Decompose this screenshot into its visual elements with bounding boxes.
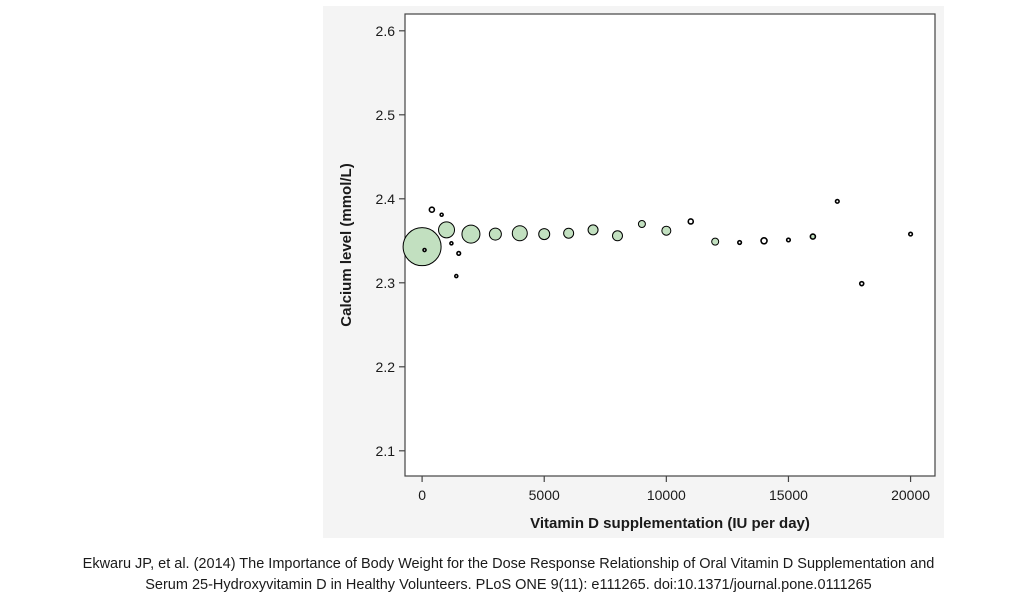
data-point bbox=[511, 225, 528, 242]
y-tick-label: 2.2 bbox=[376, 359, 396, 375]
x-tick-label: 10000 bbox=[647, 487, 686, 503]
data-points bbox=[402, 198, 914, 287]
data-point bbox=[461, 224, 481, 244]
data-point bbox=[661, 225, 672, 236]
data-point bbox=[907, 231, 914, 237]
data-point bbox=[711, 237, 720, 246]
data-point bbox=[488, 227, 502, 241]
y-tick-label: 2.1 bbox=[376, 443, 396, 459]
citation-line-2: Serum 25-Hydroxyvitamin D in Healthy Vol… bbox=[145, 577, 872, 593]
data-point bbox=[760, 237, 768, 245]
data-point bbox=[587, 224, 599, 236]
data-point bbox=[809, 233, 817, 240]
data-point bbox=[687, 218, 695, 225]
data-point bbox=[563, 227, 575, 239]
data-point bbox=[428, 206, 436, 214]
data-point bbox=[402, 227, 442, 267]
y-tick-label: 2.6 bbox=[376, 23, 396, 39]
data-point bbox=[737, 239, 743, 246]
x-tick-label: 20000 bbox=[891, 487, 930, 503]
data-point bbox=[538, 228, 551, 241]
data-point bbox=[422, 247, 427, 253]
data-point bbox=[637, 220, 646, 228]
data-point bbox=[439, 212, 444, 218]
data-point bbox=[449, 241, 454, 246]
plot-area bbox=[404, 13, 936, 477]
x-tick-label: 0 bbox=[418, 487, 426, 503]
x-tick-label: 5000 bbox=[529, 487, 560, 503]
y-tick-label: 2.5 bbox=[376, 107, 396, 123]
data-point bbox=[785, 237, 792, 243]
y-tick-label: 2.3 bbox=[376, 275, 396, 291]
x-tick-label: 15000 bbox=[769, 487, 808, 503]
y-axis-label: Calcium level (mmol/L) bbox=[338, 163, 355, 326]
data-point bbox=[453, 273, 459, 279]
data-point bbox=[438, 221, 456, 239]
y-tick-label: 2.4 bbox=[376, 191, 396, 207]
x-axis-ticks: 0 5000 10000 15000 20000 bbox=[418, 476, 930, 503]
data-point bbox=[611, 230, 623, 242]
citation-line-1: Ekwaru JP, et al. (2014) The Importance … bbox=[82, 556, 935, 572]
y-axis-ticks: 2.1 2.2 2.3 2.4 2.5 2.6 bbox=[376, 23, 405, 459]
data-point bbox=[834, 198, 840, 204]
x-axis-label: Vitamin D supplementation (IU per day) bbox=[530, 515, 810, 532]
data-point bbox=[456, 250, 462, 256]
data-point bbox=[858, 280, 865, 287]
